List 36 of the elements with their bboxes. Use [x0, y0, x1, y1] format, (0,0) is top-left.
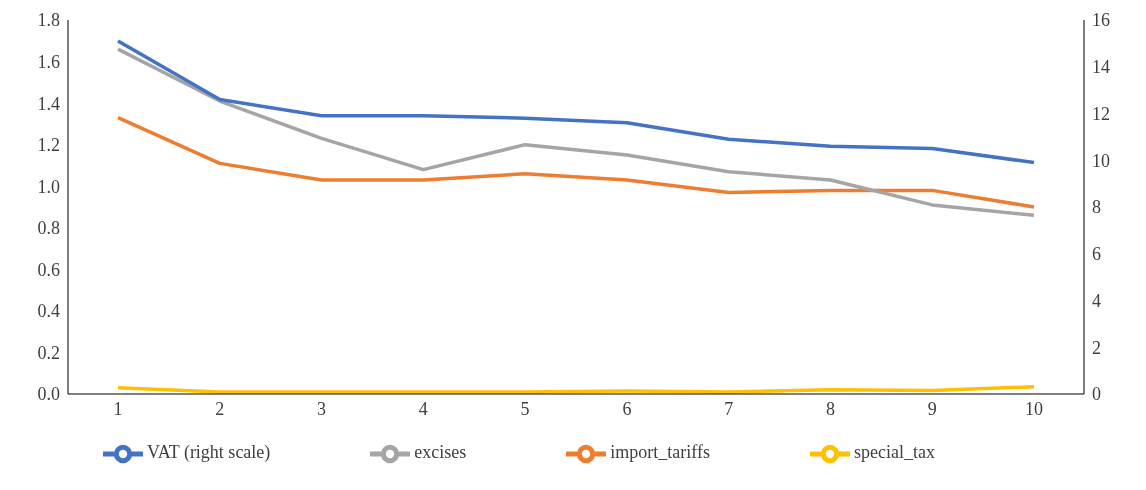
y-tick-label: 0.8	[37, 218, 60, 239]
x-tick-label: 5	[520, 398, 530, 419]
x-tick-label: 8	[825, 398, 835, 419]
y2-tick-label: 10	[1092, 150, 1110, 171]
y-tick-label: 0.2	[37, 342, 60, 363]
y2-tick-label: 0	[1092, 384, 1101, 405]
y2-tick-label: 4	[1092, 290, 1101, 311]
line-series	[116, 47, 1036, 218]
x-tick-label: 2	[215, 398, 225, 419]
x-tick-label: 10	[1025, 398, 1043, 419]
legend-label: VAT (right scale)	[147, 442, 271, 463]
x-tick-label: 1	[113, 398, 123, 419]
y2-tick-label: 12	[1092, 103, 1110, 124]
y2-tick-label: 6	[1092, 244, 1101, 265]
y-tick-label: 0.0	[37, 384, 60, 405]
y2-tick-label: 2	[1092, 337, 1101, 358]
line-series	[116, 115, 1036, 209]
x-tick-label: 6	[622, 398, 632, 419]
y-tick-label: 1.4	[37, 93, 60, 114]
x-tick-label: 4	[418, 398, 428, 419]
x-tick-label: 9	[927, 398, 937, 419]
y2-tick-label: 16	[1092, 10, 1110, 31]
y2-tick-label: 8	[1092, 197, 1101, 218]
y-tick-label: 1.2	[37, 135, 60, 156]
legend-label: excises	[414, 442, 467, 463]
x-tick-label: 7	[724, 398, 734, 419]
x-tick-label: 3	[317, 398, 327, 419]
y-tick-label: 1.6	[37, 51, 60, 72]
line-series	[116, 39, 1036, 165]
y-tick-label: 0.6	[37, 259, 60, 280]
y-tick-label: 1.0	[37, 176, 60, 197]
y2-tick-label: 14	[1092, 57, 1110, 78]
legend-label: import_tariffs	[610, 442, 710, 463]
y-tick-label: 1.8	[37, 10, 60, 31]
y-tick-label: 0.4	[37, 301, 60, 322]
legend-label: special_tax	[853, 442, 935, 463]
